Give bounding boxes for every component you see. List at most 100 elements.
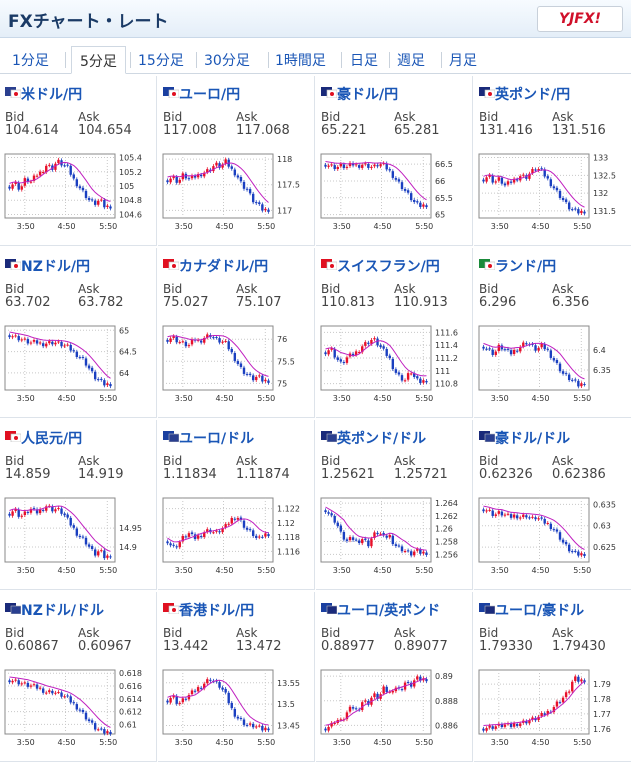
candle-body xyxy=(379,533,382,535)
rate-card[interactable]: 英ポンド/円 Bid 131.416 Ask 131.516 133 132.5 132 131… xyxy=(474,76,631,246)
tab-4[interactable]: 1時間足 xyxy=(275,53,326,69)
price-chart[interactable]: 1.79 1.78 1.77 1.76 3:50 4:50 5:50 xyxy=(477,666,627,750)
pair-name-link[interactable]: 香港ドル/円 xyxy=(179,603,255,619)
candle-body xyxy=(63,513,66,516)
pair-name-link[interactable]: スイスフラン/円 xyxy=(337,259,440,275)
pair-name-link[interactable]: ランド/円 xyxy=(495,259,557,275)
pair-name-link[interactable]: ユーロ/ドル xyxy=(179,431,255,447)
candle-body xyxy=(549,523,553,530)
pair-name-link[interactable]: 人民元/円 xyxy=(21,431,83,447)
price-chart[interactable]: 111.6 111.4 111.2 111 110.8 3:50 4:50 5:50 xyxy=(319,322,469,406)
candle-body xyxy=(482,346,485,349)
candle-body xyxy=(221,528,224,533)
rate-card[interactable]: カナダドル/円 Bid 75.027 Ask 75.107 76 75.5 75 3:50 4:5… xyxy=(158,248,315,418)
price-chart[interactable]: 0.89 0.888 0.886 3:50 4:50 5:50 xyxy=(319,666,469,750)
pair-name-link[interactable]: ユーロ/英ポンド xyxy=(337,603,441,619)
candle-body xyxy=(224,688,227,693)
rate-card[interactable]: NZドル/ドル Bid 0.60867 Ask 0.60967 0.618 0.616 0.6… xyxy=(0,592,157,762)
candle-body xyxy=(261,375,264,382)
price-chart[interactable]: 6.4 6.35 3:50 4:50 5:50 xyxy=(477,322,627,406)
price-chart[interactable]: 13.55 13.5 13.45 3:50 4:50 5:50 xyxy=(161,666,311,750)
price-chart[interactable]: 76 75.5 75 3:50 4:50 5:50 xyxy=(161,322,311,406)
y-tick-label: 111 xyxy=(435,367,450,376)
price-chart[interactable]: 105.4 105.2 105 104.8 104.6 3:50 4:50 5:50 xyxy=(3,150,153,234)
candle-body xyxy=(546,176,549,179)
pair-name-link[interactable]: 豪ドル/円 xyxy=(337,87,399,103)
price-chart[interactable]: 1.264 1.262 1.26 1.258 1.256 3:50 4:50 5:50 xyxy=(319,494,469,578)
pair-name-link[interactable]: ユーロ/豪ドル xyxy=(495,603,585,619)
tab-6[interactable]: 週足 xyxy=(397,53,425,69)
pair-name-link[interactable]: 英ポンド/円 xyxy=(495,87,571,103)
candle-body xyxy=(20,186,23,190)
tab-0[interactable]: 1分足 xyxy=(12,53,49,69)
tab-3[interactable]: 30分足 xyxy=(204,53,250,69)
tab-2[interactable]: 15分足 xyxy=(138,53,184,69)
candle-body xyxy=(187,345,191,347)
candle-body xyxy=(26,682,30,687)
rate-card[interactable]: 人民元/円 Bid 14.859 Ask 14.919 14.95 14.9 3:50 4:50… xyxy=(0,420,157,590)
rate-card[interactable]: 香港ドル/円 Bid 13.442 Ask 13.472 13.55 13.5 13.45 3:… xyxy=(158,592,315,762)
candle-body xyxy=(342,362,346,364)
candle-body xyxy=(224,524,227,528)
price-chart[interactable]: 0.618 0.616 0.614 0.612 0.61 3:50 4:50 5:50 xyxy=(3,666,153,750)
tab-5[interactable]: 日足 xyxy=(350,53,378,69)
candle-body xyxy=(169,697,172,703)
rate-card[interactable]: 英ポンド/ドル Bid 1.25621 Ask 1.25721 1.264 1.262 1.2… xyxy=(316,420,473,590)
pair-name-link[interactable]: 英ポンド/ドル xyxy=(337,431,427,447)
rate-card[interactable]: スイスフラン/円 Bid 110.813 Ask 110.913 111.6 111.4 11… xyxy=(316,248,473,418)
candle-body xyxy=(255,376,258,381)
candle-body xyxy=(206,334,209,338)
candle-body xyxy=(482,509,485,512)
candle-body xyxy=(166,180,169,183)
yjfx-logo[interactable]: YJFX! xyxy=(537,6,623,32)
candle-body xyxy=(32,508,36,510)
rate-card[interactable]: 米ドル/円 Bid 104.614 Ask 104.654 105.4 105.2 105 10… xyxy=(0,76,157,246)
rate-card[interactable]: ユーロ/豪ドル Bid 1.79330 Ask 1.79430 1.79 1.78 1.77 1… xyxy=(474,592,631,762)
x-tick-label: 3:50 xyxy=(491,738,509,747)
candle-body xyxy=(574,550,577,552)
candle-body xyxy=(78,357,82,359)
price-chart[interactable]: 133 132.5 132 131.5 3:50 4:50 5:50 xyxy=(477,150,627,234)
price-chart[interactable]: 65 64.5 64 3:50 4:50 5:50 xyxy=(3,322,153,406)
y-tick-label: 111.6 xyxy=(435,328,458,337)
y-tick-label: 1.76 xyxy=(593,725,611,734)
chart-frame xyxy=(4,325,116,391)
price-chart[interactable]: 66.5 66 65.5 65 3:50 4:50 5:50 xyxy=(319,150,469,234)
x-tick-label: 3:50 xyxy=(333,222,351,231)
candle-body xyxy=(558,190,562,198)
candle-body xyxy=(215,530,218,532)
candle-body xyxy=(258,375,261,377)
pair-name-link[interactable]: 豪ドル/ドル xyxy=(495,431,571,447)
price-chart[interactable]: 14.95 14.9 3:50 4:50 5:50 xyxy=(3,494,153,578)
rate-card[interactable]: ランド/円 Bid 6.296 Ask 6.356 6.4 6.35 3:50 4:50 5:50 xyxy=(474,248,631,418)
candle-body xyxy=(100,378,103,380)
rate-card[interactable]: 豪ドル/円 Bid 65.221 Ask 65.281 66.5 66 65.5 65 3:50 4… xyxy=(316,76,473,246)
candle-body xyxy=(422,204,425,207)
rate-card[interactable]: 豪ドル/ドル Bid 0.62326 Ask 0.62386 0.635 0.63 0.625… xyxy=(474,420,631,590)
pair-name-link[interactable]: NZドル/ドル xyxy=(21,603,104,619)
candle-body xyxy=(540,168,543,170)
candle-body xyxy=(181,535,185,542)
bid-label: Bid xyxy=(5,282,25,296)
price-chart[interactable]: 0.635 0.63 0.625 3:50 4:50 5:50 xyxy=(477,494,627,578)
candle-body xyxy=(193,534,197,540)
tab-1[interactable]: 5分足 xyxy=(71,46,126,74)
rate-card[interactable]: ユーロ/円 Bid 117.008 Ask 117.068 118 117.5 117 3:50… xyxy=(158,76,315,246)
candle-body xyxy=(184,536,188,538)
moving-average-line xyxy=(325,677,427,726)
tab-7[interactable]: 月足 xyxy=(449,53,477,69)
pair-name-link[interactable]: カナダドル/円 xyxy=(179,259,269,275)
candle-body xyxy=(354,164,358,166)
rate-card[interactable]: ユーロ/ドル Bid 1.11834 Ask 1.11874 1.122 1.12 1.118… xyxy=(158,420,315,590)
price-chart[interactable]: 118 117.5 117 3:50 4:50 5:50 xyxy=(161,150,311,234)
candle-body xyxy=(364,342,367,346)
pair-name-link[interactable]: ユーロ/円 xyxy=(179,87,241,103)
candle-body xyxy=(555,187,559,191)
price-chart[interactable]: 1.122 1.12 1.118 1.116 3:50 4:50 5:50 xyxy=(161,494,311,578)
pair-name-link[interactable]: NZドル/円 xyxy=(21,259,90,275)
pair-name-link[interactable]: 米ドル/円 xyxy=(21,87,83,103)
rate-card[interactable]: ユーロ/英ポンド Bid 0.88977 Ask 0.89077 0.89 0.888 0.8… xyxy=(316,592,473,762)
candle-body xyxy=(330,348,333,350)
candle-body xyxy=(103,729,106,734)
rate-card[interactable]: NZドル/円 Bid 63.702 Ask 63.782 65 64.5 64 3:50 4:50… xyxy=(0,248,157,418)
